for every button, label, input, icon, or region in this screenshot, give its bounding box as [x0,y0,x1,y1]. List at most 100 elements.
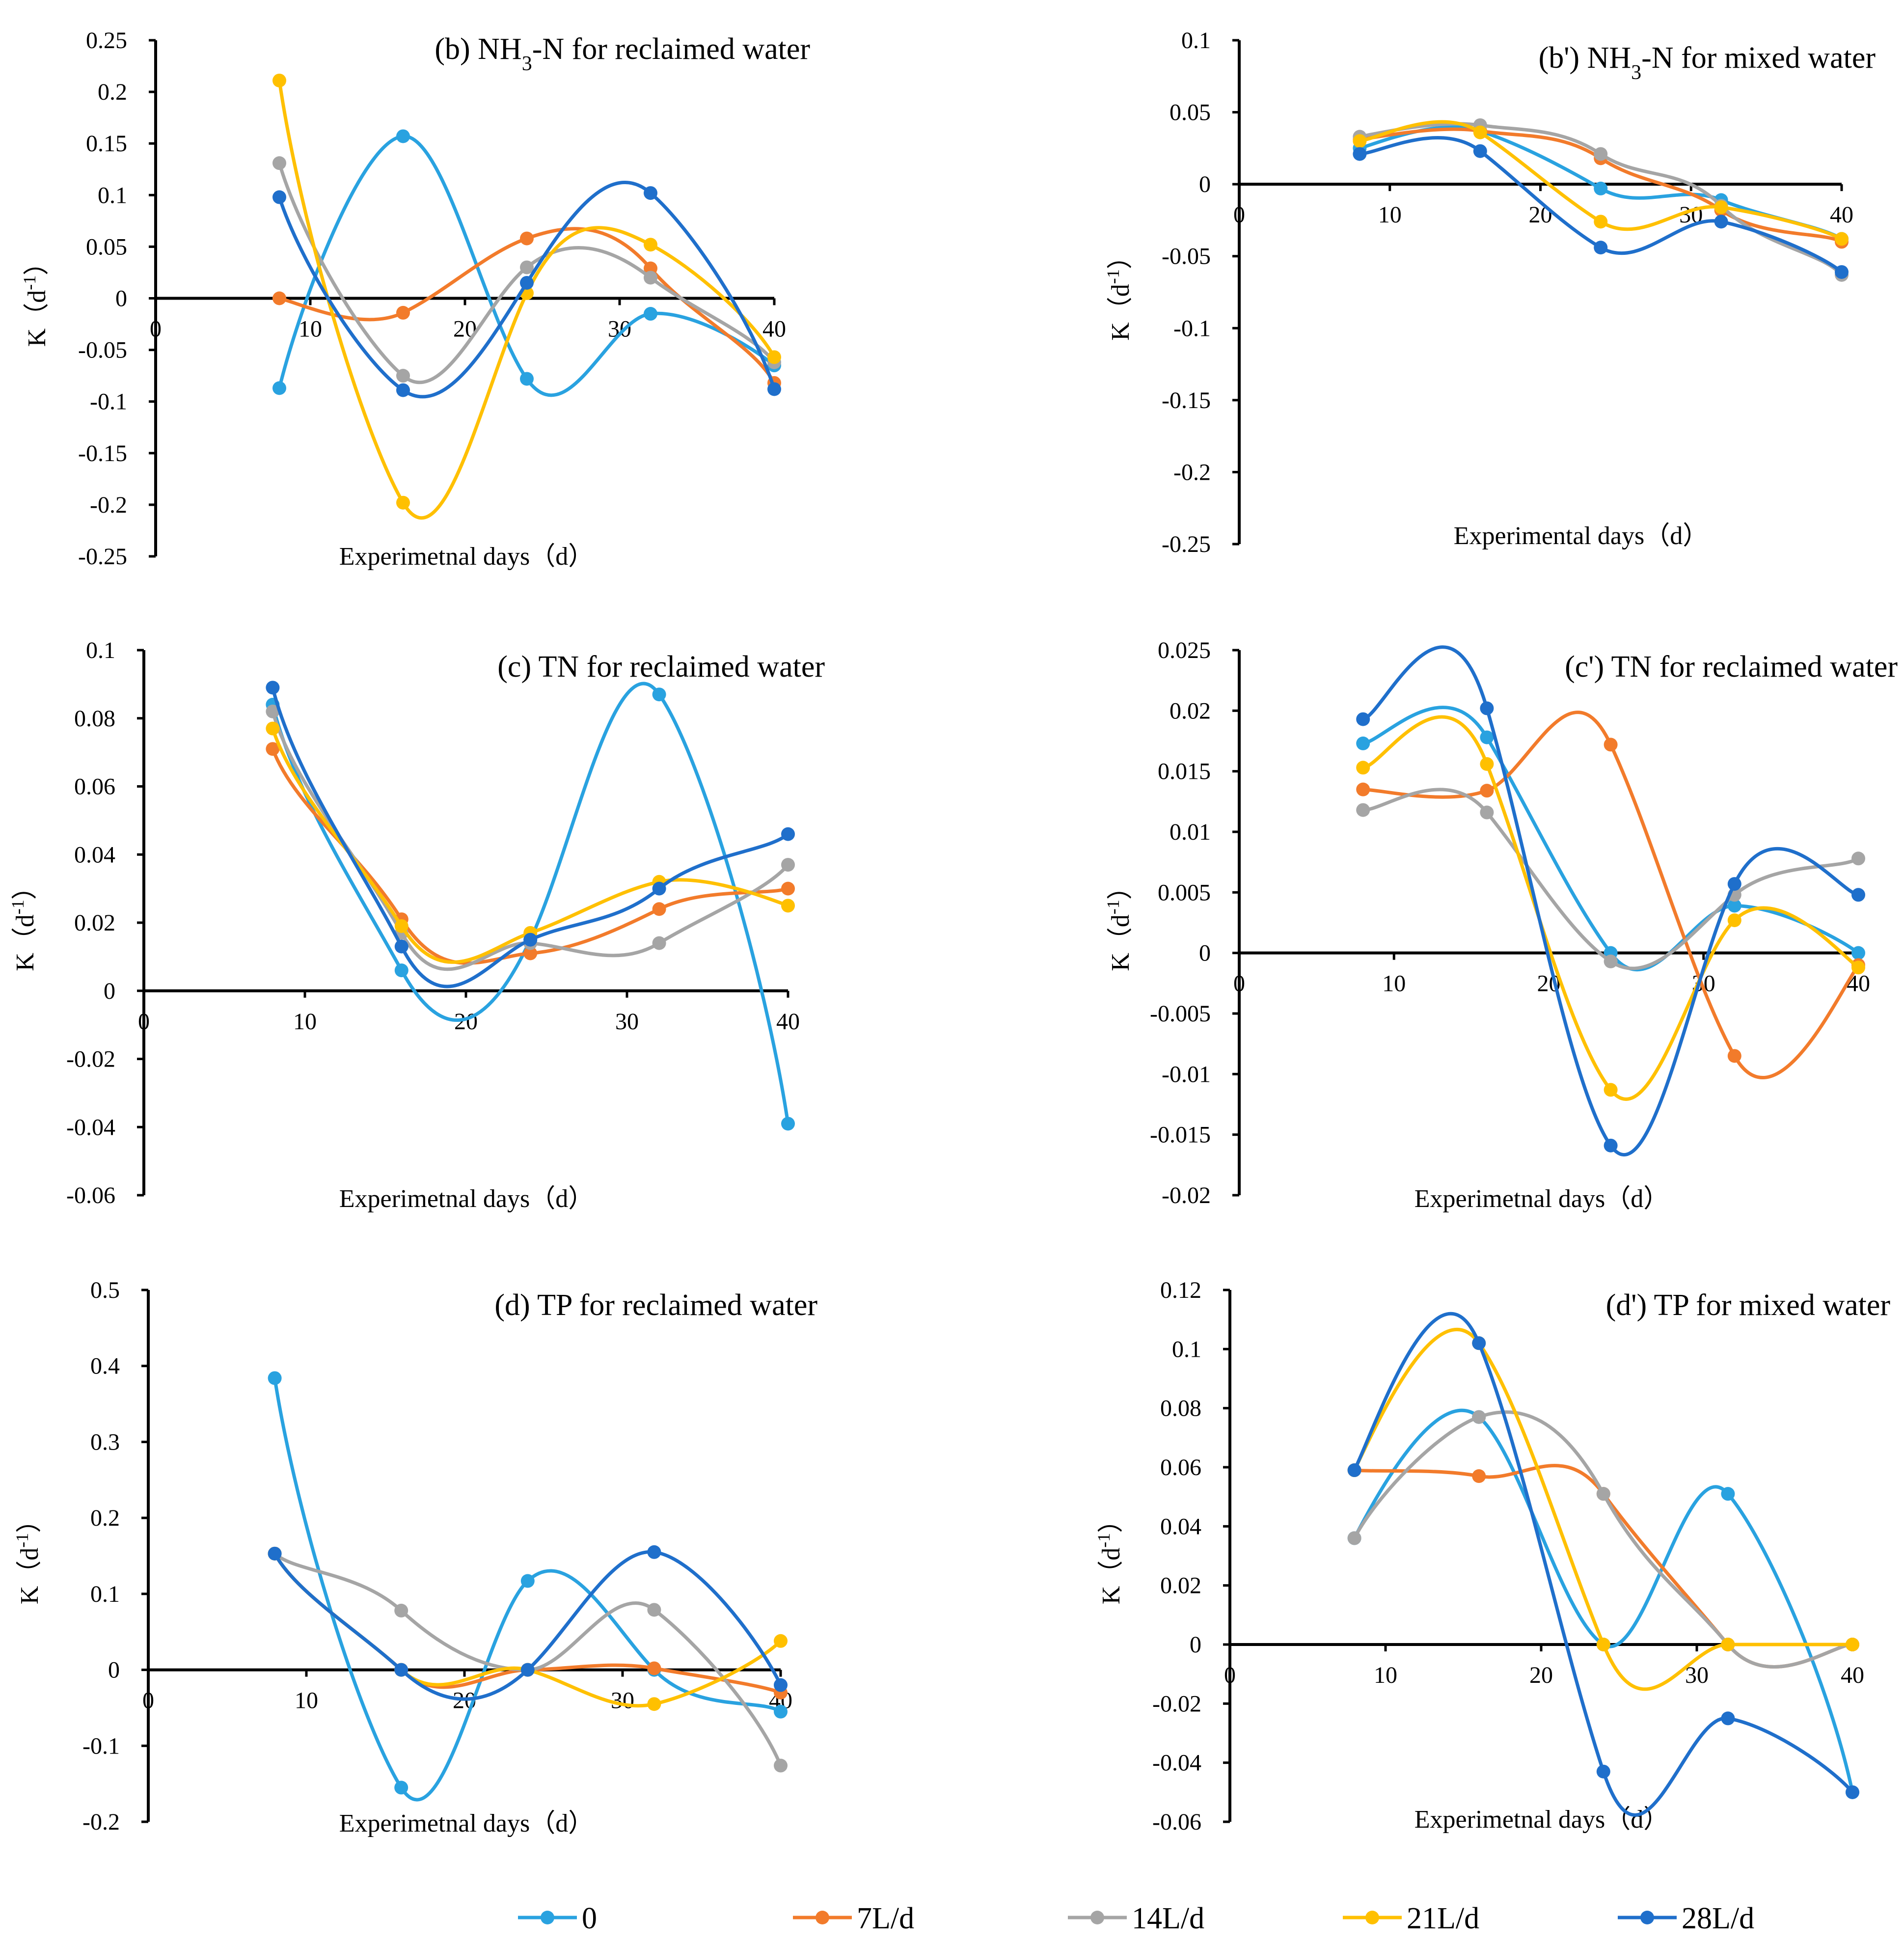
y-tick-label: -0.06 [1152,1809,1201,1835]
x-axis-title: Experimetnal days（d） [339,543,594,571]
series-7ld [1356,711,1865,1080]
data-point [781,827,795,841]
data-point [1594,147,1608,161]
data-point [1480,805,1494,820]
x-tick-label: 30 [608,316,631,342]
panel-title-part: (b') NH [1539,41,1632,75]
x-tick-label: 10 [295,1688,318,1714]
y-axis-title-part: K（d [16,1548,44,1605]
x-tick-label: 0 [1233,202,1245,228]
series-14ld [1353,118,1849,282]
data-point [1604,738,1618,752]
data-point [774,1758,788,1773]
x-axis-title: Experimetnal days（d） [339,1810,594,1837]
series-line [271,686,790,988]
y-tick-label: -0.04 [66,1114,115,1140]
series-line [1353,1312,1854,1817]
series-28ld [1347,1312,1859,1817]
x-axis-title: Experimental days（d） [1454,522,1708,550]
y-tick-label: 0.08 [1160,1396,1201,1422]
data-point [520,372,534,386]
chart-panel-1: -0.25 -0.2 -0.15 -0.1 -0.05 0 0.05 0.1 0.15 0.2 0.… [20,27,810,571]
y-tick-label: -0.2 [90,492,127,518]
data-point [272,190,286,204]
data-point [520,1663,535,1677]
y-axis-title-part: K（d [11,914,39,971]
y-tick-label: -0.1 [1173,315,1211,341]
y-tick-label: 0 [108,1657,120,1683]
y-axis-title: K（d-1） [1094,1508,1125,1605]
y-tick-label: -0.005 [1150,1001,1211,1027]
legend-entry: 28L/d [1618,1902,1754,1935]
data-point [652,902,666,916]
data-point [396,495,410,510]
data-point [272,381,286,395]
y-axis-title-part: -1 [20,275,39,290]
data-point [1480,757,1494,771]
y-axis-title-part: K（d [1097,1548,1125,1605]
y-tick-label: -0.01 [1162,1061,1211,1087]
data-point [774,1678,788,1692]
y-tick-label: 0.02 [1170,698,1211,724]
y-tick-label: 0.04 [1160,1513,1201,1539]
y-tick-label: -0.02 [1152,1691,1201,1717]
data-point [272,156,286,170]
x-tick-label: 0 [150,316,162,342]
series-line [277,79,776,520]
data-point [394,1663,408,1677]
data-point [268,1546,282,1561]
y-axis-title-part: -1 [8,900,27,914]
legend-marker [1640,1911,1654,1924]
y-tick-label: 0.15 [86,131,127,157]
y-axis-title-part: -1 [1094,1533,1114,1548]
y-tick-label: -0.04 [1152,1750,1201,1776]
y-tick-label: 0 [1190,1632,1201,1658]
y-axis-title-part: -1 [1103,269,1123,284]
data-point [781,899,795,913]
y-tick-label: 0.01 [1170,819,1211,845]
y-tick-label: 0.05 [1170,100,1211,126]
y-tick-label: 0.2 [90,1505,120,1531]
legend-marker [541,1911,554,1924]
y-axis-title-part: -1 [12,1533,32,1548]
series-line [1353,1410,1854,1669]
data-point [1851,888,1865,902]
data-point [394,963,408,978]
series-28ld [272,181,781,399]
y-tick-label: 0.06 [74,774,115,800]
data-point [767,382,781,396]
y-tick-label: 0 [104,978,115,1004]
x-tick-label: 10 [1382,971,1406,997]
panel-title: (b) NH3-N for reclaimed water [435,32,810,75]
data-point [652,936,666,950]
chart-panel-4: -0.02 -0.015 -0.01 -0.005 0 0.005 0.01 0.015 0.0… [1103,637,1898,1213]
y-tick-label: 0.25 [86,27,127,54]
y-axis-title-part: ） [23,250,51,275]
data-point [1473,144,1487,158]
data-point [1835,265,1849,279]
y-tick-label: 0.06 [1160,1454,1201,1481]
y-tick-label: 0.04 [74,842,115,868]
y-axis-title-part: ） [1097,1508,1125,1533]
series-line [273,1552,783,1767]
y-tick-label: 0.08 [74,706,115,732]
y-tick-label: 0 [1199,940,1211,966]
x-tick-label: 0 [142,1688,154,1714]
panel-title-part: 3 [522,53,532,75]
data-point [644,271,657,285]
legend-marker [1365,1911,1379,1924]
data-point [1727,899,1741,913]
data-point [1356,803,1370,817]
y-tick-label: -0.25 [78,544,127,570]
x-tick-label: 30 [615,1009,639,1035]
x-tick-label: 0 [138,1009,150,1035]
data-point [523,946,538,960]
data-point [1846,1785,1859,1799]
y-axis-title-part: K（d [23,290,51,347]
legend-label: 14L/d [1132,1902,1204,1935]
y-tick-label: -0.015 [1150,1122,1211,1148]
y-tick-label: 0.1 [90,1581,120,1607]
data-point [1353,147,1367,161]
panel-title: (c) TN for reclaimed water [497,650,825,684]
y-tick-label: 0.5 [90,1277,120,1303]
